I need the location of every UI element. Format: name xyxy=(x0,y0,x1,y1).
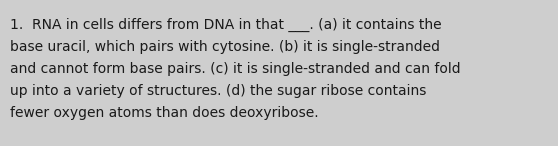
Text: up into a variety of structures. (d) the sugar ribose contains: up into a variety of structures. (d) the… xyxy=(10,84,426,98)
Text: and cannot form base pairs. (c) it is single-stranded and can fold: and cannot form base pairs. (c) it is si… xyxy=(10,62,460,76)
Text: base uracil, which pairs with cytosine. (b) it is single-stranded: base uracil, which pairs with cytosine. … xyxy=(10,40,440,54)
Text: 1.  RNA in cells differs from DNA in that ___. (a) it contains the: 1. RNA in cells differs from DNA in that… xyxy=(10,18,441,32)
Text: fewer oxygen atoms than does deoxyribose.: fewer oxygen atoms than does deoxyribose… xyxy=(10,106,319,120)
